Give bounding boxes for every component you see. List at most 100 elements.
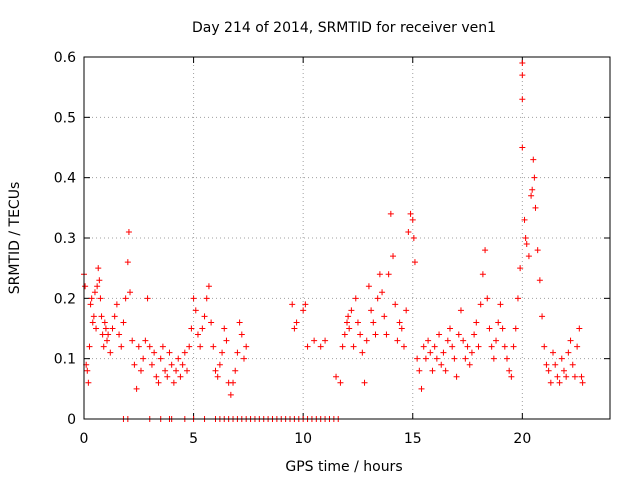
data-point	[89, 319, 96, 326]
data-point	[365, 283, 372, 290]
data-point	[579, 379, 586, 386]
data-point	[164, 373, 171, 380]
plot-frame	[83, 56, 611, 420]
data-point	[550, 349, 557, 356]
data-point	[560, 367, 567, 374]
data-point	[528, 192, 535, 199]
data-point	[345, 313, 352, 320]
data-point	[558, 355, 565, 362]
data-point	[529, 186, 536, 193]
data-point	[339, 343, 346, 350]
data-point	[409, 216, 416, 223]
data-point	[322, 337, 329, 344]
data-point	[289, 301, 296, 308]
data-point	[87, 301, 94, 308]
data-point	[414, 355, 421, 362]
data-point	[403, 307, 410, 314]
axis-ticks: 0 0.1 0.2 0.3 0.4 0.5 0.6 0 5 10 15 20	[54, 50, 610, 447]
data-point	[574, 343, 581, 350]
data-point	[122, 295, 129, 302]
data-point	[422, 355, 429, 362]
data-point	[519, 144, 526, 151]
data-point	[567, 337, 574, 344]
data-point	[486, 325, 493, 332]
data-point	[227, 391, 234, 398]
data-point	[99, 331, 106, 338]
data-point	[190, 295, 197, 302]
data-point	[214, 373, 221, 380]
data-point	[232, 367, 239, 374]
x-tick-label: 0	[80, 431, 89, 447]
data-point	[525, 253, 532, 260]
data-point	[534, 247, 541, 254]
data-point	[431, 343, 438, 350]
data-point	[554, 373, 561, 380]
data-point	[146, 343, 153, 350]
data-point	[168, 361, 175, 368]
data-point	[304, 343, 311, 350]
data-point	[390, 253, 397, 260]
data-point	[464, 343, 471, 350]
data-point	[230, 379, 237, 386]
data-point	[552, 361, 559, 368]
data-point	[98, 313, 105, 320]
data-point	[514, 295, 521, 302]
data-point	[455, 331, 462, 338]
data-point	[462, 355, 469, 362]
data-point	[379, 289, 386, 296]
data-point	[341, 331, 348, 338]
data-point	[398, 325, 405, 332]
data-point	[101, 319, 108, 326]
data-point	[104, 337, 111, 344]
data-point	[460, 337, 467, 344]
data-point	[125, 228, 132, 235]
data-point	[107, 349, 114, 356]
data-point	[438, 361, 445, 368]
data-point	[352, 295, 359, 302]
data-point	[429, 367, 436, 374]
data-point	[466, 361, 473, 368]
data-point	[468, 349, 475, 356]
data-point	[133, 385, 140, 392]
data-point	[159, 343, 166, 350]
data-point	[536, 277, 543, 284]
data-point	[473, 319, 480, 326]
data-points	[81, 60, 586, 422]
data-point	[563, 373, 570, 380]
data-point	[100, 343, 107, 350]
data-point	[173, 367, 180, 374]
data-point	[243, 343, 250, 350]
data-point	[508, 373, 515, 380]
data-point	[88, 295, 95, 302]
data-point	[216, 361, 223, 368]
data-point	[495, 319, 502, 326]
data-point	[142, 337, 149, 344]
data-point	[90, 313, 97, 320]
data-point	[84, 367, 91, 374]
data-point	[350, 343, 357, 350]
data-point	[111, 313, 118, 320]
data-point	[234, 349, 241, 356]
data-point	[451, 355, 458, 362]
x-tick-label: 20	[513, 431, 531, 447]
data-point	[506, 367, 513, 374]
data-point	[102, 325, 109, 332]
data-point	[541, 343, 548, 350]
data-point	[361, 379, 368, 386]
data-point	[383, 331, 390, 338]
data-point	[519, 72, 526, 79]
data-point	[410, 235, 417, 241]
data-point	[411, 259, 418, 266]
data-point	[344, 319, 350, 326]
data-point	[374, 295, 381, 302]
data-point	[453, 373, 460, 380]
data-point	[576, 325, 583, 332]
y-tick-label: 0.6	[54, 50, 76, 66]
data-point	[440, 349, 447, 356]
data-point	[387, 210, 394, 217]
data-point	[300, 307, 307, 314]
data-point	[512, 325, 519, 332]
data-point	[499, 325, 506, 332]
data-point	[363, 337, 370, 344]
